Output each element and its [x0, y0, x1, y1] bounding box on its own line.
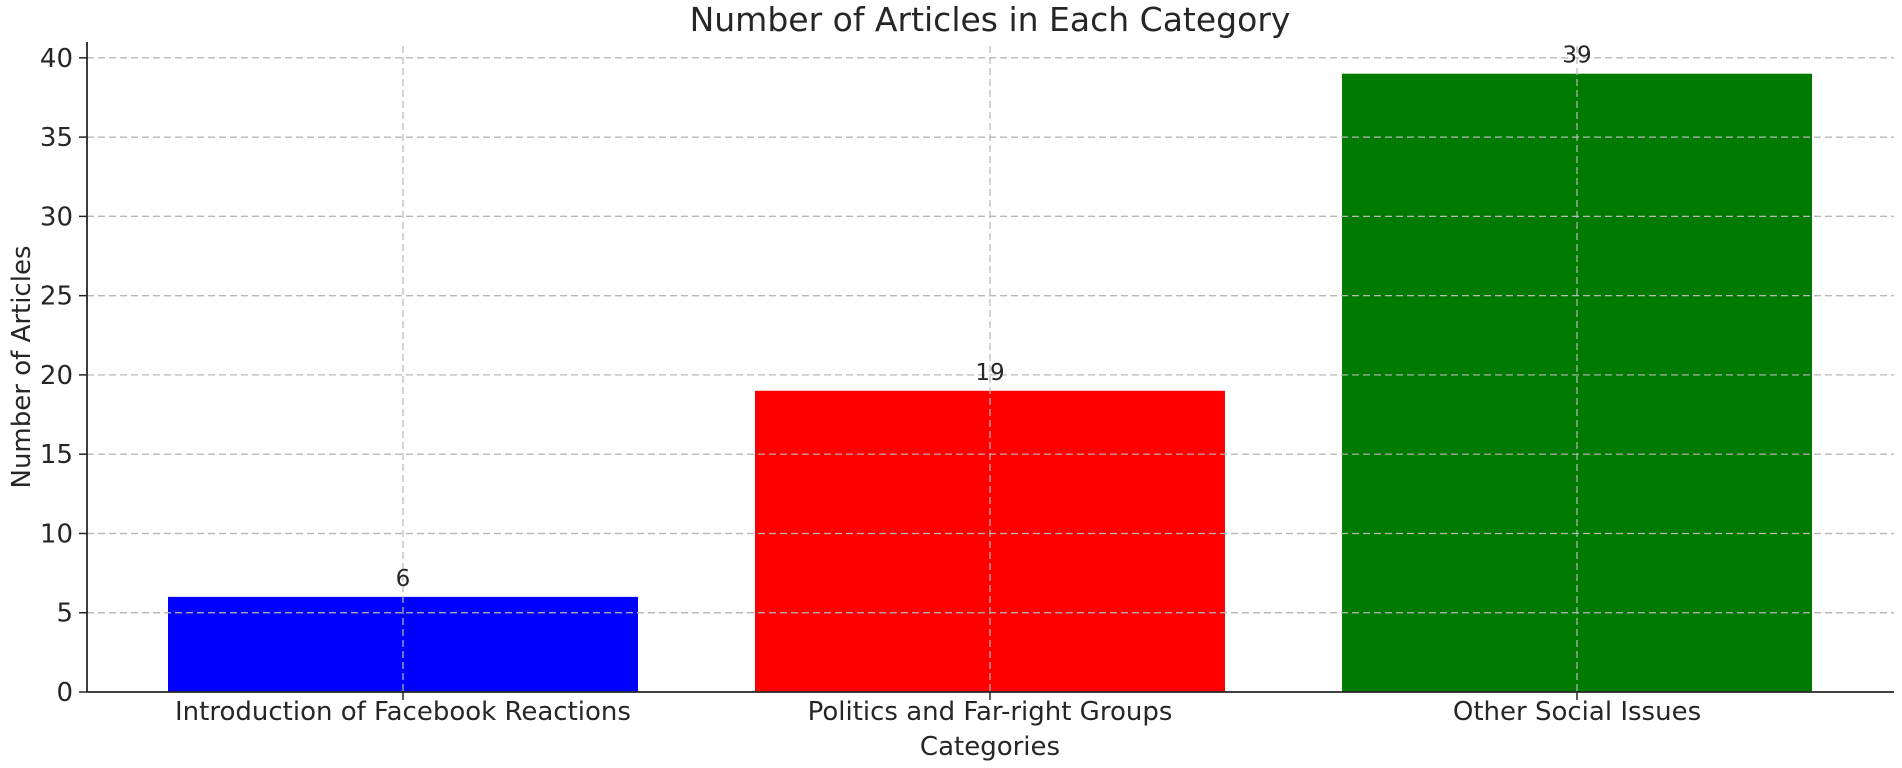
- y-tick-label: 10: [40, 519, 73, 549]
- x-tick-label: Other Social Issues: [1453, 697, 1701, 727]
- y-tick-label: 35: [40, 123, 73, 153]
- y-tick-label: 25: [40, 282, 73, 312]
- data-labels: 6 19 39: [396, 43, 1592, 592]
- chart-title: Number of Articles in Each Category: [690, 0, 1291, 39]
- x-tick-label: Politics and Far-right Groups: [808, 697, 1173, 727]
- y-tick-label: 20: [40, 361, 73, 391]
- y-tick-label: 40: [40, 44, 73, 74]
- y-tick-label: 30: [40, 202, 73, 232]
- x-tick-label: Introduction of Facebook Reactions: [175, 697, 631, 727]
- data-label: 19: [975, 360, 1004, 386]
- data-label: 6: [396, 566, 411, 592]
- data-label: 39: [1562, 43, 1591, 69]
- y-axis-title: Number of Articles: [7, 246, 37, 489]
- x-axis-ticks: Introduction of Facebook Reactions Politi…: [175, 692, 1701, 727]
- y-tick-label: 15: [40, 440, 73, 470]
- y-axis-ticks: 0 5 10 15 20 25 30 35 40: [40, 44, 87, 708]
- x-axis-title: Categories: [920, 732, 1060, 762]
- y-tick-label: 0: [56, 678, 73, 708]
- grid-overlay: [87, 46, 1894, 692]
- y-tick-label: 5: [56, 599, 73, 629]
